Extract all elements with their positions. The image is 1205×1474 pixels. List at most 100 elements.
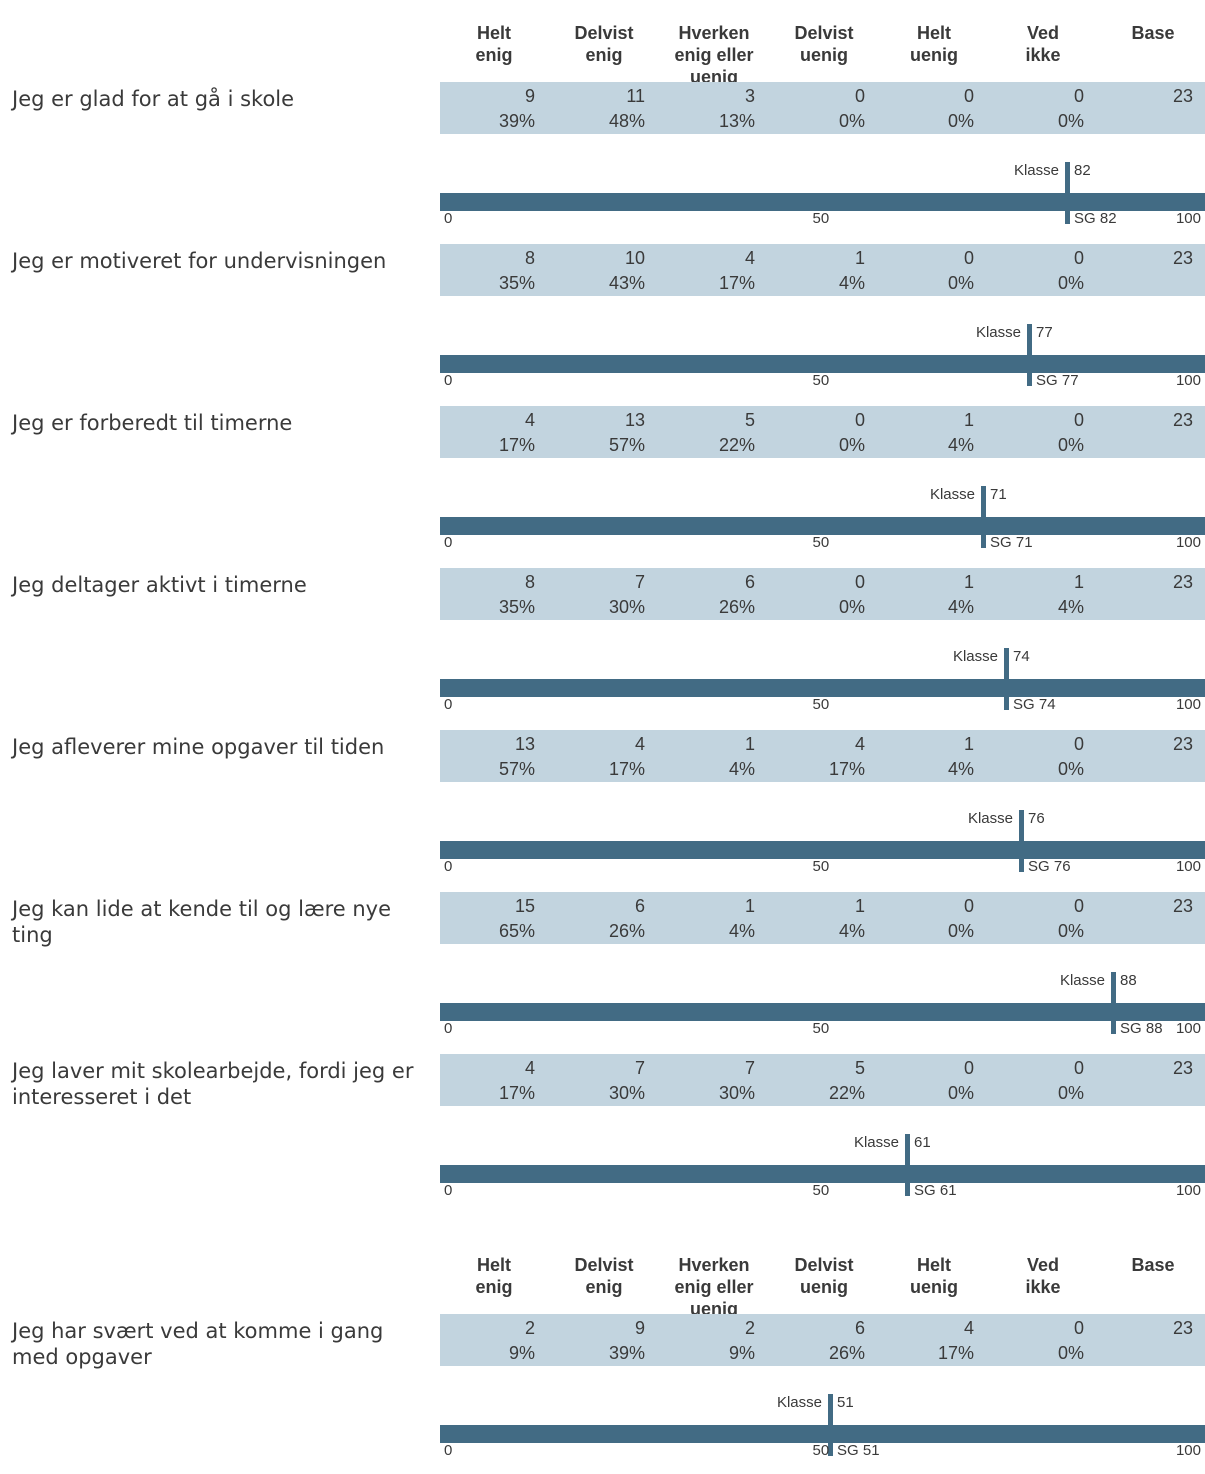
response-stats: 4 7 7 5 0 0 17% 30% 30% 22% 0% 0% 23 [440,1054,1205,1106]
response-count: 0 [1073,86,1084,106]
base-count: 23 [1172,1318,1193,1338]
class-label: Klasse [1013,162,1059,179]
response-percent: 9% [728,1343,755,1363]
scale-bar [440,1425,1205,1443]
response-count: 1 [963,572,974,592]
response-count: 4 [963,1318,974,1338]
scale-bar [440,841,1205,859]
response-count: 0 [1073,248,1084,268]
response-percent: 0% [947,111,974,131]
axis-min-label: 0 [444,1182,453,1199]
class-score-marker [981,486,986,548]
survey-item: Jeg kan lide at kende til og lære nye ti… [0,892,1205,1052]
sg-score-label: SG 77 [1036,372,1079,390]
column-header-label: Hverken enig eller uenig [674,23,754,87]
axis-min-label: 0 [444,696,453,713]
class-score-marker [1111,972,1116,1034]
axis-mid-label: 50 [812,534,830,551]
class-label: Klasse [952,648,998,665]
sg-score-value: 71 [1015,534,1033,551]
class-label: Klasse [776,1394,822,1411]
axis-max-label: 100 [1175,858,1201,875]
response-percent: 4% [728,921,755,941]
sg-score-label: SG 82 [1074,210,1117,228]
response-percent: 0% [947,1083,974,1103]
response-percent: 26% [828,1343,865,1363]
survey-item: Jeg er forberedt til timerne 4 13 5 0 1 0 17% 57… [0,406,1205,566]
response-count: 0 [854,572,865,592]
base-count: 23 [1172,410,1193,430]
axis-min-label: 0 [444,858,453,875]
response-stats: 4 13 5 0 1 0 17% 57% 22% 0% 4% 0% 23 [440,406,1205,458]
response-percent: 22% [718,435,755,455]
question-text: Jeg er glad for at gå i skole [12,87,295,111]
response-count: 9 [634,1318,645,1338]
column-header-label: Delvist enig [574,1255,634,1297]
axis-min-label: 0 [444,1442,453,1459]
class-label: Klasse [975,324,1021,341]
question-text: Jeg kan lide at kende til og lære nye ti… [12,897,392,947]
response-percent: 43% [608,273,645,293]
class-score-marker [1019,810,1024,872]
class-score-number: 77 [1036,324,1053,341]
column-header-label: Helt uenig [910,1255,958,1297]
response-count: 2 [744,1318,755,1338]
score-scale: Klasse 82 SG 82 0 50 100 [440,162,1205,228]
response-percent: 17% [608,759,645,779]
response-count: 0 [1073,410,1084,430]
sg-score-value: 61 [939,1182,957,1199]
response-percent: 0% [838,435,865,455]
base-count: 23 [1172,1058,1193,1078]
response-count: 1 [1073,572,1084,592]
sg-score-value: 51 [862,1442,880,1459]
axis-mid-label: 50 [812,696,830,713]
axis-mid-label: 50 [812,1182,830,1199]
sg-score-value: 88 [1145,1020,1163,1037]
response-percent: 17% [498,435,535,455]
class-label: Klasse [1059,972,1105,989]
response-count: 8 [524,572,535,592]
response-percent: 4% [728,759,755,779]
column-header-label: Helt enig [475,1255,513,1297]
response-stats: 15 6 1 1 0 0 65% 26% 4% 4% 0% 0% 23 [440,892,1205,944]
response-count: 1 [744,896,755,916]
column-header-label: Hverken enig eller uenig [674,1255,754,1319]
column-header-label: Helt uenig [910,23,958,65]
scale-bar [440,193,1205,211]
scale-bar [440,1165,1205,1183]
response-percent: 0% [838,597,865,617]
class-label: Klasse [853,1134,899,1151]
sg-score-label: SG 51 [837,1442,880,1460]
response-count: 0 [963,1058,974,1078]
response-percent: 65% [498,921,535,941]
response-percent: 0% [1057,921,1084,941]
axis-min-label: 0 [444,534,453,551]
class-score-number: 88 [1120,972,1137,989]
response-percent: 26% [608,921,645,941]
response-count: 4 [634,734,645,754]
base-count: 23 [1172,86,1193,106]
scale-bar [440,517,1205,535]
sg-prefix: SG [1013,696,1035,713]
response-count: 0 [1073,1058,1084,1078]
response-count: 5 [744,410,755,430]
scale-bar [440,679,1205,697]
column-header: Helt enig Delvist enig Hverken enig eller … [0,8,1205,88]
response-count: 0 [854,86,865,106]
response-count: 6 [744,572,755,592]
response-percent: 0% [838,111,865,131]
sg-score-label: SG 88 [1120,1020,1163,1038]
response-percent: 17% [828,759,865,779]
class-score-marker [1004,648,1009,710]
response-count: 6 [854,1318,865,1338]
axis-max-label: 100 [1175,534,1201,551]
response-count: 5 [854,1058,865,1078]
axis-max-label: 100 [1175,372,1201,389]
scale-bar [440,1003,1205,1021]
response-percent: 0% [947,273,974,293]
axis-mid-label: 50 [812,372,830,389]
survey-item: Jeg afleverer mine opgaver til tiden 13 4 1… [0,730,1205,890]
class-score-marker [1027,324,1032,386]
response-count: 4 [744,248,755,268]
response-percent: 17% [718,273,755,293]
